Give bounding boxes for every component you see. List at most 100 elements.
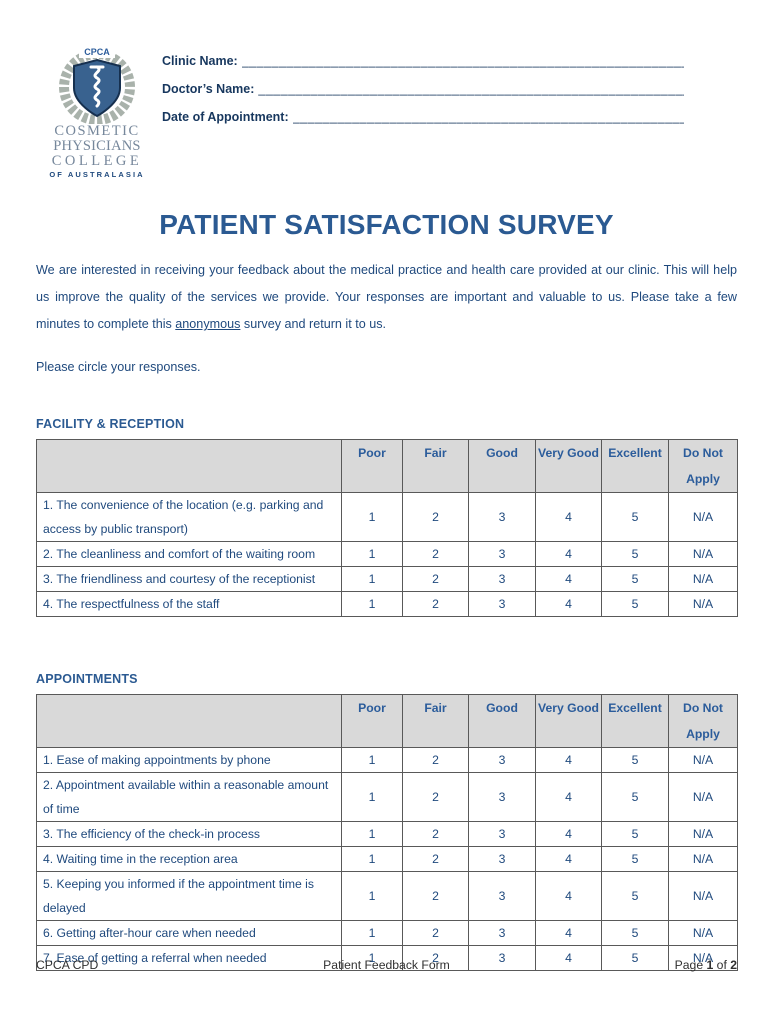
rating-option[interactable]: 4: [535, 871, 602, 921]
rating-option[interactable]: 2: [402, 492, 469, 542]
logo-word-college: COLLEGE: [51, 153, 143, 169]
footer-page-indicator: Page 1 of 2: [517, 958, 737, 972]
header-fields: Clinic Name: ___________________________…: [162, 46, 684, 179]
rating-option[interactable]: 1: [341, 566, 403, 592]
rating-option[interactable]: 5: [601, 821, 669, 847]
rating-option[interactable]: 2: [402, 920, 469, 946]
rating-option[interactable]: N/A: [668, 541, 738, 567]
rating-option[interactable]: N/A: [668, 846, 738, 872]
page-footer: CPCA CPD Patient Feedback Form Page 1 of…: [36, 958, 737, 972]
rating-option[interactable]: 5: [601, 591, 669, 617]
rating-option[interactable]: N/A: [668, 492, 738, 542]
clinic-name-field: Clinic Name: ___________________________…: [162, 54, 684, 82]
rating-option[interactable]: N/A: [668, 591, 738, 617]
rating-option[interactable]: 5: [601, 492, 669, 542]
rating-option[interactable]: 5: [601, 747, 669, 773]
rating-option[interactable]: 5: [601, 846, 669, 872]
appointments-heading: APPOINTMENTS: [36, 672, 138, 686]
rating-option[interactable]: 4: [535, 566, 602, 592]
clinic-name-input[interactable]: ________________________________________…: [241, 54, 684, 68]
rating-option[interactable]: 1: [341, 871, 403, 921]
rating-option[interactable]: N/A: [668, 566, 738, 592]
question-label: 1. Ease of making appointments by phone: [36, 747, 342, 773]
rating-option[interactable]: N/A: [668, 772, 738, 822]
rating-option[interactable]: 4: [535, 541, 602, 567]
rating-option[interactable]: 2: [402, 846, 469, 872]
rating-option[interactable]: N/A: [668, 945, 738, 971]
rating-option[interactable]: 3: [468, 492, 536, 542]
rating-option[interactable]: 1: [341, 772, 403, 822]
rating-option[interactable]: 1: [341, 747, 403, 773]
question-label: 1. The convenience of the location (e.g.…: [36, 492, 342, 542]
rating-option[interactable]: 3: [468, 821, 536, 847]
rating-option[interactable]: 4: [535, 591, 602, 617]
rating-option[interactable]: 4: [535, 945, 602, 971]
footer-center-text: Patient Feedback Form: [323, 958, 450, 972]
footer-left-text: CPCA CPD: [36, 958, 99, 972]
column-header-excellent: Excellent: [601, 694, 669, 748]
rating-option[interactable]: 3: [468, 945, 536, 971]
table-row: 2. Appointment available within a reason…: [36, 772, 738, 822]
question-label: 5. Keeping you informed if the appointme…: [36, 871, 342, 921]
rating-option[interactable]: 5: [601, 772, 669, 822]
table-row: 7. Ease of getting a referral when neede…: [36, 945, 738, 971]
column-header-do-not-apply: Do Not Apply: [668, 694, 738, 748]
rating-option[interactable]: 4: [535, 920, 602, 946]
rating-option[interactable]: 1: [341, 846, 403, 872]
column-header-fair: Fair: [402, 694, 469, 748]
rating-option[interactable]: 2: [402, 566, 469, 592]
rating-option[interactable]: 1: [341, 945, 403, 971]
appointment-date-input[interactable]: ________________________________________…: [292, 110, 684, 124]
rating-option[interactable]: 2: [402, 772, 469, 822]
rating-option[interactable]: 4: [535, 492, 602, 542]
rating-option[interactable]: N/A: [668, 747, 738, 773]
rating-option[interactable]: N/A: [668, 821, 738, 847]
cpca-crest-icon: CPCA: [59, 46, 135, 124]
table-row: 6. Getting after-hour care when needed 1 2…: [36, 920, 738, 946]
rating-option[interactable]: 3: [468, 591, 536, 617]
doctor-name-input[interactable]: ________________________________________…: [258, 82, 684, 96]
logo-word-physicians: PHYSICIANS: [53, 138, 141, 154]
rating-option[interactable]: 2: [402, 821, 469, 847]
table-row: 3. The friendliness and courtesy of the …: [36, 566, 738, 592]
rating-option[interactable]: 5: [601, 920, 669, 946]
rating-option[interactable]: 1: [341, 920, 403, 946]
rating-option[interactable]: 2: [402, 591, 469, 617]
rating-option[interactable]: 3: [468, 747, 536, 773]
logo-acronym: CPCA: [84, 47, 110, 57]
rating-option[interactable]: 5: [601, 541, 669, 567]
column-header-poor: Poor: [341, 439, 403, 493]
rating-option[interactable]: 5: [601, 566, 669, 592]
table-row: 4. Waiting time in the reception area 1 2 3…: [36, 846, 738, 872]
rating-option[interactable]: 1: [341, 492, 403, 542]
rating-option[interactable]: 2: [402, 871, 469, 921]
logo-word-of-australasia: OF AUSTRALASIA: [49, 170, 145, 179]
intro-text-before: We are interested in receiving your feed…: [36, 263, 737, 331]
rating-option[interactable]: 3: [468, 871, 536, 921]
rating-option[interactable]: N/A: [668, 871, 738, 921]
document-header: CPCA COSMETIC PHYSICIANS COLLEGE OF AUST…: [0, 0, 770, 179]
rating-option[interactable]: 3: [468, 846, 536, 872]
rating-option[interactable]: 1: [341, 591, 403, 617]
rating-option[interactable]: 3: [468, 772, 536, 822]
question-label: 2. Appointment available within a reason…: [36, 772, 342, 822]
rating-option[interactable]: 5: [601, 945, 669, 971]
rating-option[interactable]: 4: [535, 846, 602, 872]
rating-option[interactable]: 4: [535, 772, 602, 822]
footer-page-number: 1: [706, 958, 714, 972]
rating-option[interactable]: 3: [468, 920, 536, 946]
rating-option[interactable]: 1: [341, 541, 403, 567]
column-header-fair: Fair: [402, 439, 469, 493]
rating-option[interactable]: 5: [601, 871, 669, 921]
rating-option[interactable]: 2: [402, 541, 469, 567]
question-label: 6. Getting after-hour care when needed: [36, 920, 342, 946]
rating-option[interactable]: 3: [468, 566, 536, 592]
rating-option[interactable]: 1: [341, 821, 403, 847]
rating-option[interactable]: 4: [535, 821, 602, 847]
rating-option[interactable]: 3: [468, 541, 536, 567]
rating-option[interactable]: 2: [402, 747, 469, 773]
rating-option[interactable]: 4: [535, 747, 602, 773]
rating-option[interactable]: N/A: [668, 920, 738, 946]
column-header-good: Good: [468, 694, 536, 748]
